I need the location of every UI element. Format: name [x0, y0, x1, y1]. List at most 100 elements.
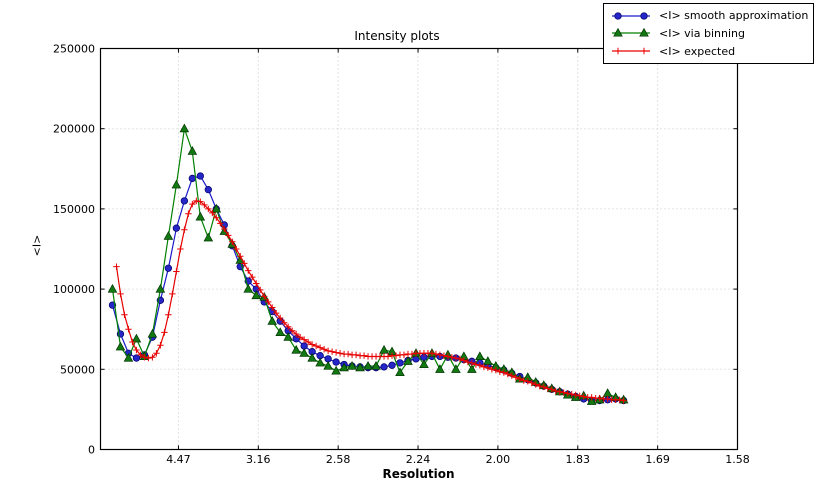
chart-title: Intensity plots [354, 29, 440, 43]
data-point-plus [524, 378, 531, 385]
data-point-plus [149, 354, 156, 361]
data-point-plus [169, 290, 176, 298]
data-point-circle [196, 172, 204, 180]
data-point-triangle [586, 396, 597, 405]
data-point-plus [233, 245, 240, 253]
legend-marker-triangle-icon [612, 28, 650, 38]
data-point-plus [516, 375, 523, 383]
data-point-plus [161, 329, 168, 336]
data-point-plus [145, 354, 152, 362]
data-point-plus [336, 350, 344, 357]
data-point-plus [548, 386, 555, 393]
data-point-plus [536, 382, 543, 390]
data-point-plus [428, 350, 436, 357]
data-point-plus [588, 394, 595, 401]
data-point-plus [225, 232, 232, 239]
data-point-plus [201, 201, 208, 209]
series-binning-markers [107, 123, 629, 405]
data-point-plus [165, 311, 172, 318]
data-point-triangle [323, 360, 333, 370]
data-point-plus [568, 390, 575, 398]
data-point-plus [213, 214, 220, 221]
x-tick-label: 4.47 [166, 453, 191, 466]
data-point-triangle [467, 364, 477, 373]
data-point-triangle [339, 362, 349, 372]
data-point-plus [464, 358, 472, 366]
data-point-triangle [315, 357, 325, 367]
data-point-plus [448, 354, 456, 361]
x-tick-label: 2.24 [406, 453, 431, 466]
data-point-plus [468, 359, 476, 367]
data-point-plus [576, 392, 583, 399]
x-tick-label: 2.00 [486, 453, 511, 466]
data-point-plus [300, 336, 308, 343]
data-point-plus [229, 238, 236, 245]
data-point-plus [504, 370, 512, 378]
data-point-plus [237, 253, 244, 260]
data-point-plus [117, 290, 124, 298]
data-point-plus [540, 383, 547, 391]
data-point-plus [265, 298, 272, 306]
data-point-circle [132, 354, 141, 362]
data-point-plus [508, 372, 516, 379]
x-tick-label: 3.16 [246, 453, 271, 466]
data-point-plus [564, 390, 571, 397]
series-binning-line [111, 128, 624, 403]
data-point-triangle [155, 283, 166, 293]
y-tick-label: 250000 [53, 43, 95, 56]
data-point-plus [480, 363, 488, 371]
data-point-plus [328, 348, 336, 355]
data-point-triangle [275, 327, 285, 336]
data-point-circle [188, 174, 196, 183]
data-point-plus [129, 338, 136, 346]
data-point-plus [205, 205, 212, 213]
data-point-triangle [267, 316, 278, 325]
data-point-plus [125, 326, 132, 333]
data-point-plus [484, 364, 492, 371]
data-point-plus [261, 293, 268, 300]
data-point-plus [572, 391, 579, 399]
data-point-plus [185, 210, 192, 217]
data-point-triangle [435, 364, 445, 373]
data-point-plus [440, 352, 448, 359]
data-point-plus [153, 350, 160, 357]
data-point-triangle [195, 211, 206, 221]
data-point-plus [384, 353, 392, 360]
data-point-plus [488, 366, 496, 373]
data-point-triangle [475, 351, 485, 361]
data-point-plus [137, 351, 144, 359]
data-point-plus [269, 304, 276, 311]
data-point-plus [141, 354, 148, 361]
data-point-plus [556, 388, 563, 395]
x-tick-label: 1.83 [566, 453, 591, 466]
data-point-circle [332, 358, 340, 366]
data-point-triangle [403, 356, 413, 365]
data-point-plus [512, 374, 519, 381]
data-point-plus [460, 357, 468, 364]
y-tick-label: 150000 [53, 203, 95, 216]
legend-item-smooth-approximation: <I> smooth approximation [610, 10, 808, 22]
data-point-triangle [243, 283, 254, 293]
data-point-plus [492, 366, 500, 374]
data-point-triangle [371, 360, 381, 370]
data-point-triangle [163, 231, 174, 240]
data-point-plus [344, 350, 352, 358]
data-point-triangle [451, 364, 461, 373]
data-point-circle [180, 197, 189, 205]
data-point-plus [173, 268, 180, 275]
data-point-triangle [299, 348, 309, 357]
legend-label: <I> expected [659, 44, 736, 58]
data-point-plus [273, 309, 280, 317]
data-point-plus [276, 314, 284, 322]
data-point-plus [113, 263, 120, 270]
data-point-plus [177, 245, 184, 253]
data-point-plus [360, 352, 368, 359]
data-point-plus [312, 342, 320, 350]
data-point-plus [528, 379, 535, 387]
data-point-triangle [379, 344, 389, 354]
data-point-plus [436, 351, 444, 359]
data-point-plus [217, 220, 224, 227]
data-point-plus [292, 330, 300, 338]
